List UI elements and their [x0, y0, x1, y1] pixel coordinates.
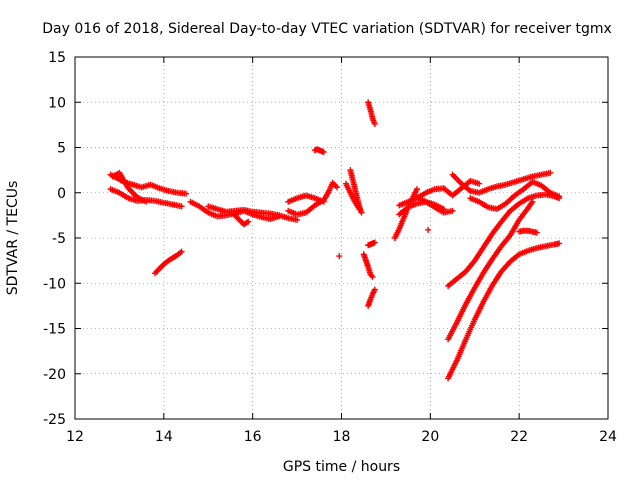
data-point	[371, 239, 378, 246]
y-tick-label: -10	[43, 276, 66, 292]
x-tick-label: 18	[333, 429, 351, 445]
series-arc-f	[205, 203, 301, 223]
series-arc-z	[445, 191, 563, 289]
data-point	[334, 184, 341, 191]
series-arc-r	[365, 286, 378, 309]
y-tick-label: 5	[57, 141, 66, 157]
gridlines	[75, 57, 608, 419]
data-point	[245, 218, 252, 225]
axis-ticks: 12 14 16 18 20 22 24 -25 -20 -15 -10 -5 0 5 10 15	[43, 50, 617, 445]
data-point	[356, 206, 363, 213]
y-axis-label: SDTVAR / TECUs	[5, 181, 21, 296]
series-arc-h	[285, 192, 327, 205]
series-arc-j	[311, 146, 327, 156]
x-axis-label: GPS time / hours	[283, 459, 400, 475]
data-point	[414, 186, 421, 193]
series-arc-o	[360, 251, 376, 280]
y-tick-label: -20	[43, 367, 66, 383]
data-point	[449, 207, 456, 214]
data-point	[371, 120, 378, 127]
data-point	[476, 180, 483, 187]
series-arc-q	[365, 239, 378, 249]
series-arc-g	[231, 212, 252, 228]
data-point	[529, 198, 536, 205]
x-tick-label: 14	[155, 429, 173, 445]
series-arc-ab	[445, 240, 563, 382]
y-tick-label: 0	[57, 186, 66, 202]
y-tick-label: -5	[52, 231, 66, 247]
data-point	[425, 226, 432, 233]
data-point	[369, 273, 376, 280]
y-tick-label: -25	[43, 412, 66, 428]
x-tick-label: 12	[66, 429, 84, 445]
data-point	[143, 198, 150, 205]
series-arc-k	[320, 179, 341, 203]
series-arc-aa	[445, 198, 536, 343]
series-arc-d	[151, 248, 185, 277]
y-tick-label: 10	[48, 95, 66, 111]
series-arc-w	[425, 226, 432, 233]
x-tick-label: 20	[421, 429, 439, 445]
data-point	[320, 149, 327, 156]
data-point	[556, 195, 563, 202]
series-arc-c	[109, 169, 150, 205]
series-arc-l	[336, 253, 343, 260]
data-point	[371, 286, 378, 293]
data-point	[183, 190, 190, 197]
data-point	[294, 216, 301, 223]
x-tick-label: 22	[510, 429, 528, 445]
series-arc-v	[414, 194, 456, 216]
chart-title: Day 016 of 2018, Sidereal Day-to-day VTE…	[42, 21, 612, 37]
y-tick-label: 15	[48, 50, 66, 66]
x-tick-label: 16	[244, 429, 262, 445]
data-points	[107, 99, 563, 382]
data-point	[336, 253, 343, 260]
series-arc-y	[467, 178, 563, 213]
series-arc-ac	[516, 227, 540, 236]
series-arc-s	[391, 186, 421, 241]
data-point	[358, 209, 365, 216]
series-arc-p	[365, 99, 378, 127]
data-point	[547, 169, 554, 176]
data-point	[178, 248, 185, 255]
series-arc-x	[449, 169, 554, 196]
series-arc-n	[342, 180, 363, 213]
data-point	[556, 240, 563, 247]
data-point	[533, 229, 540, 236]
x-tick-label: 24	[599, 429, 617, 445]
data-point	[178, 203, 185, 210]
y-tick-label: -15	[43, 322, 66, 338]
